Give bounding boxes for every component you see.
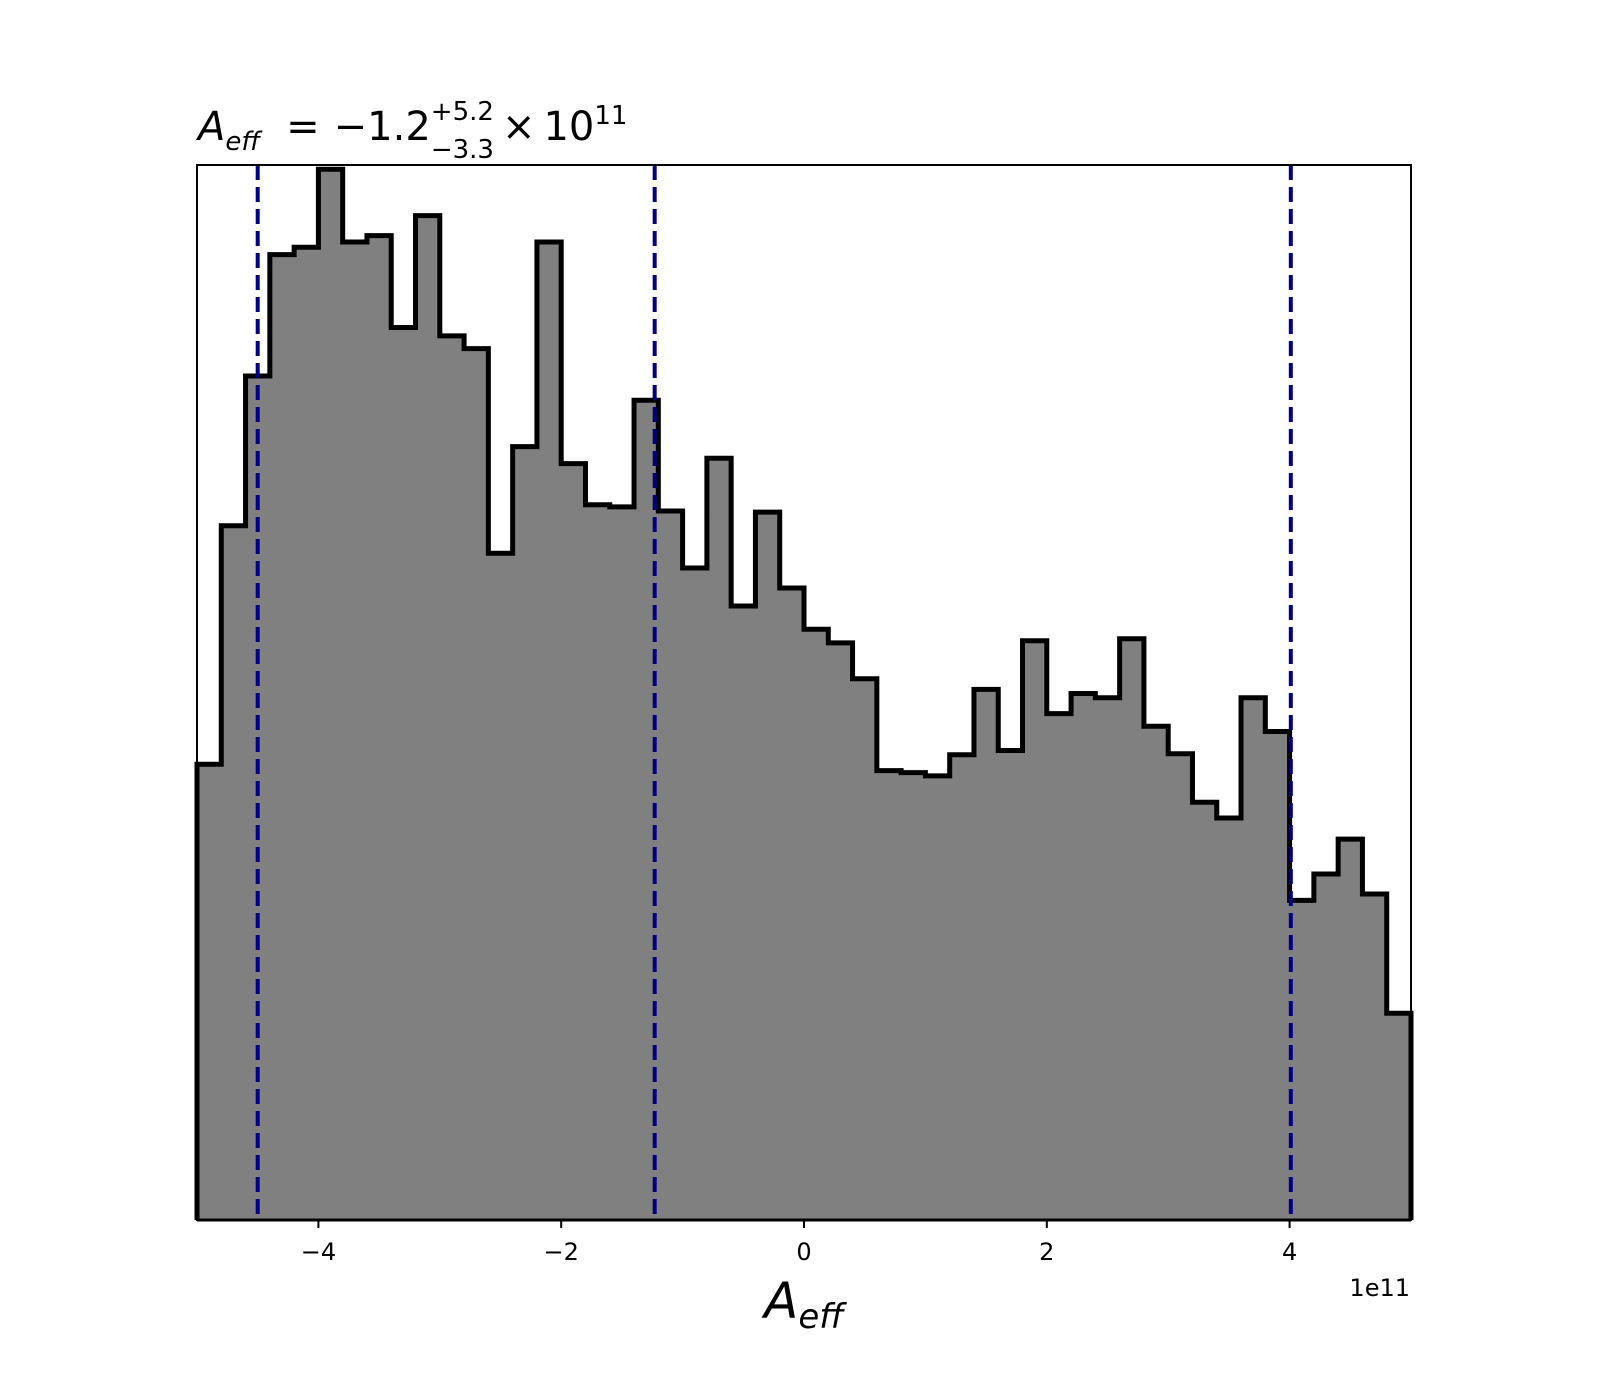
histogram-bar [658, 511, 682, 1220]
title-equals: = [286, 104, 320, 150]
x-axis: −4 −2 0 2 4 [301, 1220, 1297, 1266]
histogram-bar [780, 588, 804, 1220]
title-exponent: 11 [594, 101, 627, 131]
histogram-bar [391, 327, 415, 1220]
x-tick-label: 4 [1282, 1238, 1297, 1266]
histogram-bar [1144, 726, 1168, 1220]
histogram-bar [561, 464, 585, 1220]
histogram-bar [731, 606, 755, 1220]
xlabel-symbol: A [761, 1272, 798, 1330]
histogram-bar [416, 216, 440, 1220]
title-upper-error: +5.2 [431, 97, 494, 127]
histogram-bar [925, 776, 949, 1220]
histogram-bar [755, 512, 779, 1220]
histogram-bar [1362, 894, 1386, 1220]
title-times: × [502, 104, 536, 150]
histogram-bar [998, 751, 1022, 1220]
histogram-bars [197, 169, 1411, 1220]
histogram-bar [1314, 874, 1338, 1220]
histogram-bar [828, 643, 852, 1220]
histogram-bar [1120, 639, 1144, 1220]
histogram-bar [585, 505, 609, 1220]
x-tick-label: 2 [1039, 1238, 1054, 1266]
histogram-bar [901, 773, 925, 1220]
histogram-bar [440, 336, 464, 1220]
histogram-bar [537, 242, 561, 1220]
histogram-bar [853, 679, 877, 1220]
histogram-bar [197, 764, 221, 1220]
title-base: 10 [543, 104, 594, 150]
xlabel-subscript: eff [798, 1297, 847, 1337]
histogram-bar [1023, 641, 1047, 1220]
histogram-bar [1168, 754, 1192, 1220]
x-tick-label: −2 [544, 1238, 579, 1266]
histogram-bar [1192, 802, 1216, 1220]
histogram-bar [877, 771, 901, 1220]
histogram-bar [610, 507, 634, 1220]
title-median: −1.2 [334, 104, 431, 150]
histogram-bar [1241, 698, 1265, 1220]
chart-title: Aeff = −1.2+5.2 −3.3 × 1011 [195, 97, 627, 165]
histogram-bar [294, 247, 318, 1220]
histogram-bar [1387, 1013, 1411, 1220]
histogram-bar [488, 553, 512, 1220]
histogram-bar [1071, 694, 1095, 1220]
title-symbol-subscript: eff [225, 127, 263, 157]
plot-area [194, 164, 1414, 1222]
histogram-bar [270, 255, 294, 1220]
x-tick-label: 0 [796, 1238, 811, 1266]
histogram-bar [1338, 839, 1362, 1220]
x-axis-label: Aeff [761, 1272, 847, 1337]
histogram-bar [1217, 818, 1241, 1220]
histogram-bar [683, 568, 707, 1220]
histogram-bar [318, 169, 342, 1220]
x-tick-label: −4 [301, 1238, 336, 1266]
histogram-bar [1290, 900, 1314, 1220]
histogram-bar [1047, 714, 1071, 1220]
title-symbol: A [195, 104, 225, 150]
histogram-bar [343, 242, 367, 1220]
histogram-bar [974, 689, 998, 1220]
histogram-bar [950, 755, 974, 1220]
histogram-bar [1265, 732, 1289, 1220]
histogram-bar [1095, 698, 1119, 1220]
x-offset-text: 1e11 [1349, 1274, 1410, 1302]
histogram-bar [804, 629, 828, 1220]
histogram-bar [221, 526, 245, 1220]
histogram-bar [707, 458, 731, 1220]
histogram-bar [513, 447, 537, 1220]
histogram-outline [194, 166, 1414, 1220]
histogram-bar [367, 236, 391, 1220]
title-lower-error: −3.3 [431, 135, 494, 165]
histogram-bar [464, 349, 488, 1220]
histogram-fill [197, 169, 1411, 1221]
